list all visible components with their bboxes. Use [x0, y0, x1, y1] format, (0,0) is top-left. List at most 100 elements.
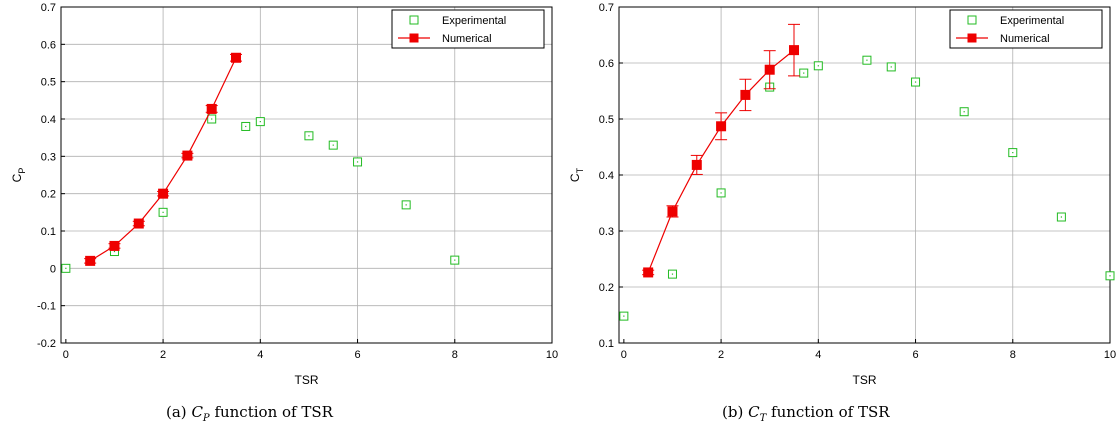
caption-a: (a) CP function of TSR — [166, 403, 333, 424]
data-point-numerical — [85, 255, 96, 266]
chart-ct-vs-tsr: 0 2 4 6 8 10 0.1 0.2 0.3 0.4 0.5 0.6 0.7 TSR CT Experim… — [568, 2, 1116, 387]
marker-center-dot — [1109, 275, 1111, 277]
marker-center-dot — [162, 211, 164, 213]
legend-a: Experimental Numerical — [391, 9, 545, 49]
x-tick-label-5: 10 — [1104, 349, 1116, 361]
marker-center-dot — [890, 66, 892, 68]
y-tick-label-9: 0.7 — [41, 2, 56, 14]
y-tick-label-5: 0.3 — [41, 151, 56, 163]
caption-b-label: (b) — [722, 403, 744, 421]
y-axis-label-a: CP — [10, 168, 27, 183]
y-tick-label-0: -0.2 — [37, 338, 56, 350]
data-point-experimental — [619, 311, 629, 321]
data-point-numerical — [206, 103, 217, 114]
plot-frame-a — [60, 6, 553, 344]
data-point-experimental — [158, 207, 168, 217]
marker-center-dot — [454, 259, 456, 261]
caption-a-sub: P — [202, 413, 210, 424]
data-point-experimental — [959, 107, 969, 117]
x-tick-label-0: 0 — [621, 349, 627, 361]
x-tick-label-3: 6 — [912, 349, 918, 361]
y-tick-label-1: 0.2 — [599, 282, 614, 294]
x-tick-label-2: 4 — [257, 349, 263, 361]
marker-center-dot — [308, 135, 310, 137]
caption-a-symbol: C — [191, 403, 203, 421]
x-tick-label-4: 8 — [452, 349, 458, 361]
marker-center-dot — [356, 161, 359, 163]
data-point-experimental — [255, 117, 265, 127]
data-point-numerical — [643, 267, 654, 278]
y-tick-label-7: 0.5 — [41, 77, 56, 89]
x-tick-label-2: 4 — [815, 349, 821, 361]
data-point-numerical — [716, 121, 727, 132]
data-point-numerical — [231, 52, 242, 63]
data-point-experimental — [353, 157, 363, 167]
data-point-numerical — [667, 206, 678, 217]
legend-label-experimental: Experimental — [1000, 15, 1064, 27]
data-point-experimental — [1008, 148, 1018, 158]
y-tick-label-3: 0.1 — [41, 226, 56, 238]
y-axis-label-subscript: P — [17, 168, 27, 174]
x-tick-label-3: 6 — [354, 349, 360, 361]
marker-center-dot — [623, 315, 625, 317]
marker-center-dot — [866, 59, 868, 61]
data-point-numerical — [133, 218, 144, 229]
legend-marker — [967, 15, 977, 25]
y-tick-label-5: 0.6 — [599, 58, 614, 70]
x-tick-label-0: 0 — [63, 349, 69, 361]
data-point-experimental — [667, 269, 677, 279]
marker-center-dot — [65, 267, 67, 269]
y-axis-label-subscript: T — [575, 167, 585, 173]
caption-b-symbol: C — [748, 403, 760, 421]
y-axis-label-symbol: C — [568, 173, 582, 182]
caption-b-text: function of TSR — [771, 403, 890, 421]
data-point-experimental — [61, 263, 71, 273]
data-point-experimental — [799, 68, 809, 78]
data-point-experimental — [716, 188, 726, 198]
data-point-numerical — [764, 64, 775, 75]
y-axis-label-symbol: C — [10, 173, 24, 182]
y-tick-label-1: -0.1 — [37, 301, 56, 313]
caption-a-text: function of TSR — [214, 403, 333, 421]
data-point-numerical — [789, 45, 800, 56]
marker-center-dot — [914, 81, 917, 83]
data-point-experimental — [911, 77, 921, 87]
y-axis-label-b: CT — [568, 167, 585, 182]
x-tick-label-1: 2 — [160, 349, 166, 361]
data-point-numerical — [182, 150, 193, 161]
marker-center-dot — [963, 111, 965, 113]
marker-center-dot — [817, 65, 819, 67]
data-point-experimental — [207, 114, 217, 124]
y-tick-label-0: 0.1 — [599, 338, 614, 350]
marker-center-dot — [245, 125, 247, 128]
marker-center-dot — [113, 250, 116, 253]
data-point-experimental — [813, 61, 823, 71]
y-tick-label-2: 0 — [50, 263, 56, 275]
marker-center-dot — [720, 192, 722, 194]
legend-marker — [409, 33, 419, 43]
data-point-numerical — [740, 89, 751, 100]
chart-cp-vs-tsr: 0 2 4 6 8 10 -0.2 -0.1 0 0.1 0.2 0.3 0.4 0.5 0.6 0.7 TSR… — [10, 2, 558, 387]
data-point-numerical — [158, 188, 169, 199]
data-point-experimental — [450, 255, 460, 265]
data-point-experimental — [241, 121, 251, 131]
data-point-experimental — [1056, 212, 1066, 222]
marker-center-dot — [803, 72, 805, 74]
data-point-experimental — [886, 62, 896, 72]
legend-label-numerical: Numerical — [1000, 33, 1050, 45]
x-axis-label-a: TSR — [295, 373, 319, 387]
y-tick-label-8: 0.6 — [41, 39, 56, 51]
marker-center-dot — [1060, 216, 1062, 218]
x-axis-label-b: TSR — [853, 373, 877, 387]
data-point-numerical — [109, 240, 120, 251]
y-tick-label-6: 0.4 — [41, 114, 56, 126]
caption-b: (b) CT function of TSR — [722, 403, 890, 424]
marker-center-dot — [1012, 152, 1014, 154]
marker-center-dot — [332, 144, 334, 146]
y-tick-label-6: 0.7 — [599, 2, 614, 14]
data-point-experimental — [304, 131, 314, 141]
data-point-experimental — [1105, 271, 1115, 281]
legend-label-experimental: Experimental — [442, 15, 506, 27]
caption-b-sub: T — [759, 413, 767, 424]
